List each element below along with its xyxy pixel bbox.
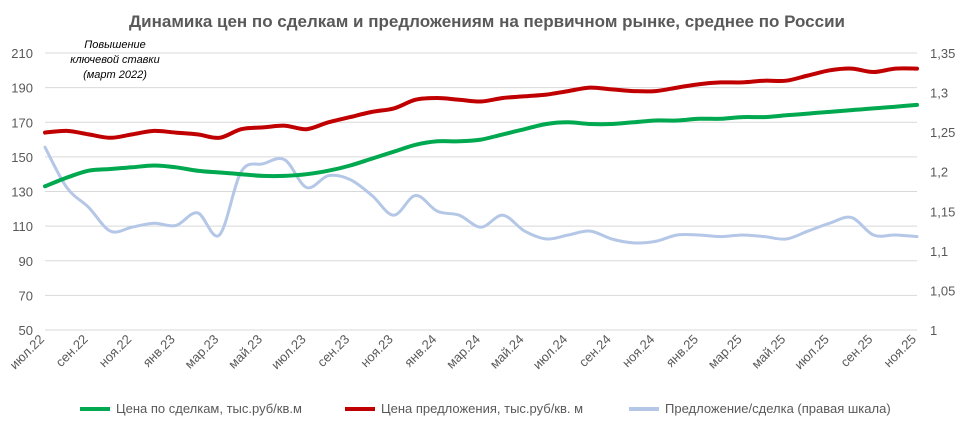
y-right-tick-label: 1 bbox=[930, 323, 937, 338]
x-tick-label: мар.23 bbox=[182, 332, 222, 372]
legend-label-offers: Цена предложения, тыс.руб/кв. м bbox=[381, 401, 583, 416]
x-tick-label: янв.25 bbox=[663, 332, 701, 370]
x-tick-label: янв.24 bbox=[401, 332, 439, 370]
x-tick-label: сен.22 bbox=[53, 332, 91, 370]
y-left-tick-label: 210 bbox=[11, 46, 33, 61]
x-tick-label: ноя.23 bbox=[357, 332, 396, 371]
y-right-tick-label: 1,1 bbox=[930, 244, 948, 259]
y-left-tick-label: 110 bbox=[12, 219, 33, 234]
x-tick-label: июл.23 bbox=[268, 332, 309, 373]
x-tick-label: май.23 bbox=[225, 332, 265, 372]
annotation: Повышение ключевой ставки (март 2022) bbox=[70, 39, 160, 81]
y-right-tick-label: 1,3 bbox=[930, 86, 948, 101]
y-left-tick-label: 190 bbox=[11, 81, 33, 96]
annotation-line-1: Повышение bbox=[84, 39, 145, 51]
x-axis: июл.22 сен.22 ноя.22 янв.23 мар.23 май.23 июл.… bbox=[7, 332, 920, 373]
y-left-tick-label: 130 bbox=[11, 185, 33, 200]
series-lines bbox=[43, 66, 919, 245]
annotation-line-2: ключевой ставки bbox=[70, 54, 160, 66]
x-tick-label: июл.24 bbox=[530, 332, 571, 373]
y-left-tick-label: 90 bbox=[19, 254, 33, 269]
x-tick-label: мар.25 bbox=[705, 332, 745, 372]
y-axis-right: 1 1,05 1,1 1,15 1,2 1,25 1,3 1,35 bbox=[930, 46, 955, 338]
x-tick-label: янв.23 bbox=[140, 332, 178, 370]
y-right-tick-label: 1,2 bbox=[930, 165, 948, 180]
series-line-deals bbox=[43, 102, 919, 189]
x-tick-label: ноя.25 bbox=[881, 332, 920, 371]
y-right-tick-label: 1,35 bbox=[930, 46, 955, 61]
gridlines bbox=[45, 52, 917, 331]
y-left-tick-label: 70 bbox=[19, 288, 33, 303]
legend: Цена по сделкам, тыс.руб/кв.м Цена предл… bbox=[80, 401, 891, 416]
y-right-tick-label: 1,05 bbox=[930, 283, 955, 298]
x-tick-label: ноя.24 bbox=[619, 332, 658, 371]
x-tick-label: май.25 bbox=[748, 332, 788, 372]
x-tick-label: июл.25 bbox=[791, 332, 832, 373]
x-tick-label: май.24 bbox=[487, 332, 527, 372]
chart-title: Динамика цен по сделкам и предложениям н… bbox=[129, 12, 845, 31]
y-left-tick-label: 50 bbox=[19, 323, 33, 338]
x-tick-label: мар.24 bbox=[443, 332, 483, 372]
y-right-tick-label: 1,25 bbox=[930, 125, 955, 140]
x-tick-label: сен.24 bbox=[576, 332, 614, 370]
x-tick-label: сен.25 bbox=[837, 332, 875, 370]
series-line-offers bbox=[43, 66, 919, 140]
legend-label-deals: Цена по сделкам, тыс.руб/кв.м bbox=[116, 401, 302, 416]
y-left-tick-label: 150 bbox=[11, 150, 33, 165]
annotation-line-3: (март 2022) bbox=[83, 69, 147, 81]
x-tick-label: сен.23 bbox=[314, 332, 352, 370]
y-right-tick-label: 1,15 bbox=[930, 204, 955, 219]
y-axis-left: 50 70 90 110 130 150 170 190 210 bbox=[11, 46, 33, 338]
y-left-tick-label: 170 bbox=[11, 115, 33, 130]
series-line-ratio bbox=[43, 145, 919, 245]
legend-label-ratio: Предложение/сделка (правая шкала) bbox=[665, 401, 891, 416]
x-tick-label: ноя.22 bbox=[96, 332, 135, 371]
